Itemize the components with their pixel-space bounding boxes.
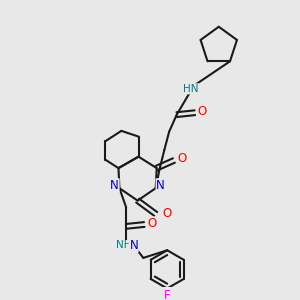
Text: N: N [129,239,138,252]
Text: HN: HN [183,84,199,94]
Text: NH: NH [116,241,132,250]
Text: N: N [156,179,165,192]
Text: O: O [163,208,172,220]
Text: O: O [197,105,206,118]
Text: F: F [164,289,170,300]
Text: N: N [110,179,119,192]
Text: O: O [147,217,157,230]
Text: O: O [177,152,186,165]
